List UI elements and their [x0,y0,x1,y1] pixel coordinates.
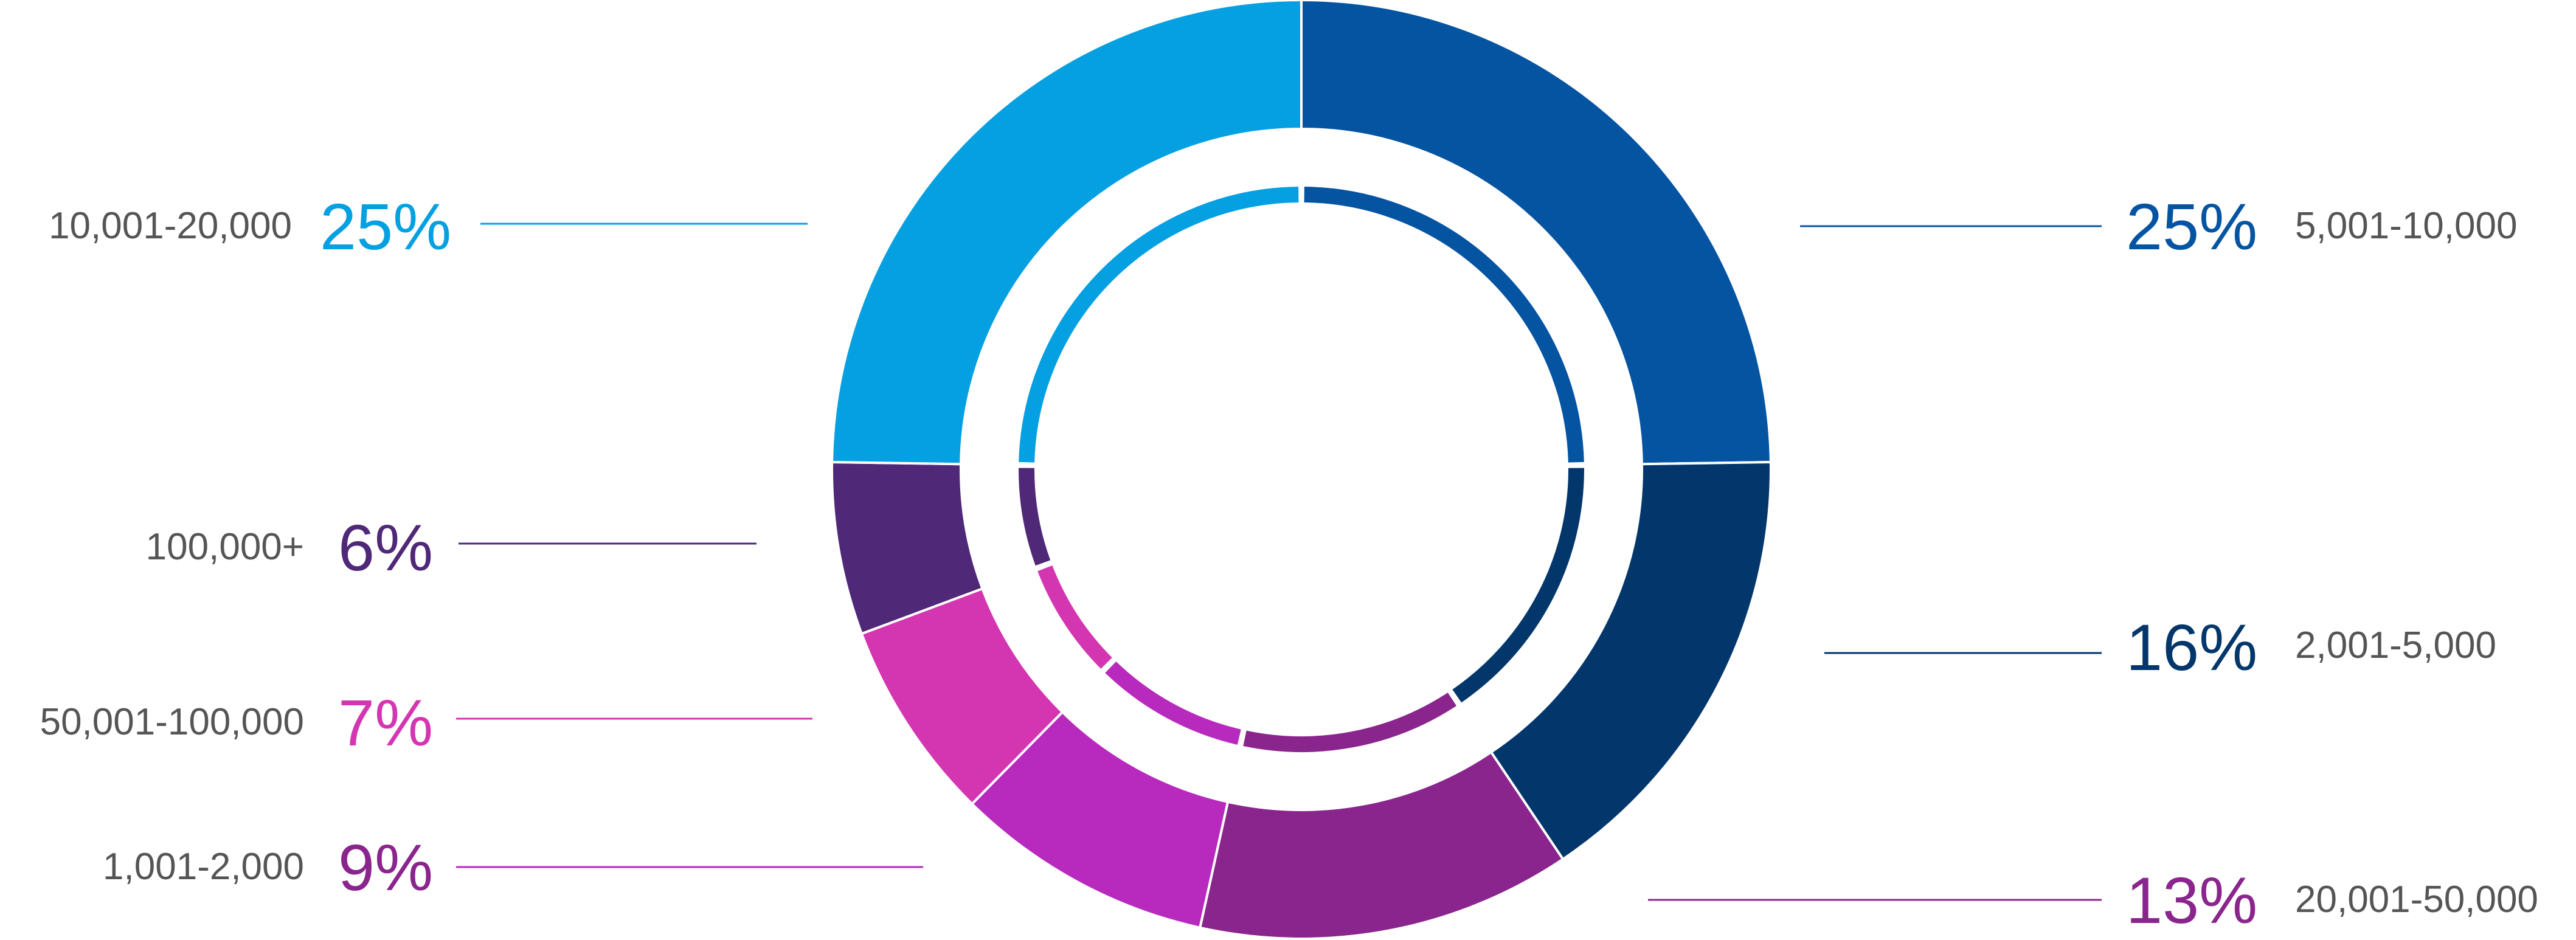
inner-ring-segment [1243,693,1457,752]
percent-label: 25% [320,190,451,263]
inner-ring-segment [1105,662,1241,745]
inner-ring [1019,187,1584,752]
percent-label: 16% [2126,610,2257,684]
percent-label: 6% [338,511,433,584]
percent-label: 13% [2126,863,2257,937]
inner-ring-segment [1304,187,1584,463]
category-label: 1,001-2,000 [103,846,304,888]
inner-ring-segment [1019,468,1051,566]
inner-ring-segment [1037,565,1112,669]
percent-label: 7% [338,686,433,759]
leader-lines [456,223,2102,901]
category-label: 5,001-10,000 [2295,205,2517,247]
category-label: 100,000+ [146,526,304,568]
inner-ring-segment [1452,468,1584,703]
category-label: 2,001-5,000 [2295,624,2496,666]
outer-ring [831,0,1772,940]
donut-slice [1198,750,1565,940]
inner-ring-segment [1019,187,1299,463]
category-label: 50,001-100,000 [40,701,304,743]
donut-slice [831,0,1303,466]
percent-label: 25% [2126,190,2257,263]
percent-label: 9% [338,831,433,904]
donut-slice [1300,0,1772,466]
category-label: 20,001-50,000 [2295,879,2538,921]
donut-slice [1489,460,1772,861]
category-label: 10,001-20,000 [49,205,292,247]
